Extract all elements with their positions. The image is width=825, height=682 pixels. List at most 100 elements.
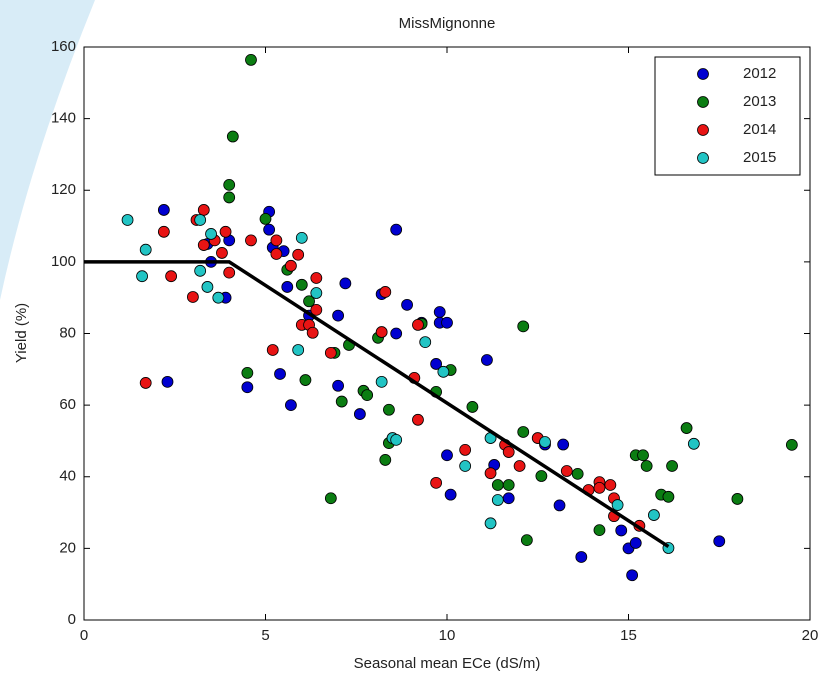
legend-marker (697, 96, 709, 108)
point (484, 517, 497, 530)
point (491, 479, 504, 491)
point (390, 223, 403, 236)
point (626, 569, 639, 582)
point (219, 225, 232, 238)
legend-label: 2014 (743, 121, 776, 138)
point (491, 494, 504, 506)
point (165, 270, 178, 283)
point (245, 53, 257, 66)
point (263, 223, 276, 236)
point (270, 248, 283, 260)
point (535, 470, 548, 482)
point (216, 247, 228, 259)
point (640, 460, 653, 472)
point (194, 214, 207, 226)
point (136, 270, 148, 283)
point (401, 298, 413, 311)
point (281, 281, 294, 293)
point (629, 537, 642, 549)
point (201, 281, 214, 293)
point (444, 488, 457, 501)
y-tick-label: 140 (51, 110, 76, 127)
point (332, 309, 345, 322)
point (375, 375, 388, 388)
point (430, 358, 443, 370)
point (157, 204, 170, 216)
point (520, 534, 533, 547)
point (517, 426, 530, 438)
point (223, 266, 236, 279)
point (484, 467, 497, 480)
point (375, 326, 388, 338)
point (353, 408, 366, 420)
point (648, 509, 660, 521)
x-tick-label: 10 (439, 627, 456, 644)
point (197, 204, 210, 216)
point (459, 460, 472, 472)
point (513, 460, 526, 472)
point (502, 492, 515, 505)
legend-label: 2012 (743, 65, 776, 82)
legend-marker (697, 68, 709, 80)
point (383, 403, 395, 416)
point (226, 130, 239, 143)
point (481, 354, 493, 366)
point (390, 327, 403, 340)
point (604, 479, 617, 491)
legend-marker (697, 124, 709, 136)
chart-title: MissMignonne (399, 15, 496, 32)
point (517, 320, 530, 333)
legend-marker (697, 152, 709, 164)
legend-label: 2013 (743, 93, 776, 110)
y-tick-label: 60 (59, 396, 76, 413)
point (379, 286, 392, 298)
point (430, 476, 443, 489)
point (292, 248, 305, 261)
point (713, 535, 726, 548)
point (593, 481, 606, 494)
point (292, 344, 305, 356)
point (139, 243, 152, 256)
background-decoration (0, 0, 95, 300)
fit-line (84, 260, 670, 549)
point (310, 272, 323, 284)
point (259, 212, 272, 225)
point (593, 524, 606, 537)
point (139, 377, 152, 389)
y-tick-label: 120 (51, 181, 76, 198)
point (419, 336, 432, 348)
point (560, 465, 573, 477)
point (241, 366, 254, 379)
x-tick-label: 20 (802, 627, 819, 644)
y-axis-label: Yield (%) (13, 303, 30, 363)
point (197, 239, 210, 251)
point (299, 374, 312, 386)
point (324, 492, 337, 505)
point (157, 225, 170, 238)
y-tick-label: 100 (51, 253, 76, 270)
y-tick-label: 160 (51, 38, 76, 55)
point (186, 291, 199, 303)
x-tick-label: 5 (261, 627, 269, 644)
point (571, 467, 584, 480)
point (306, 326, 319, 339)
point (662, 490, 675, 503)
point (295, 278, 308, 291)
point (785, 438, 798, 451)
point (557, 438, 570, 451)
y-tick-label: 40 (59, 468, 76, 485)
point (205, 228, 217, 240)
point (441, 449, 453, 462)
point (731, 493, 744, 505)
y-tick-label: 20 (59, 539, 76, 556)
point (680, 422, 693, 434)
point (266, 344, 279, 356)
x-tick-label: 0 (80, 627, 88, 644)
point (390, 433, 403, 446)
point (437, 365, 450, 378)
point (310, 303, 323, 316)
point (615, 524, 628, 537)
point (285, 399, 297, 412)
point (212, 291, 225, 304)
